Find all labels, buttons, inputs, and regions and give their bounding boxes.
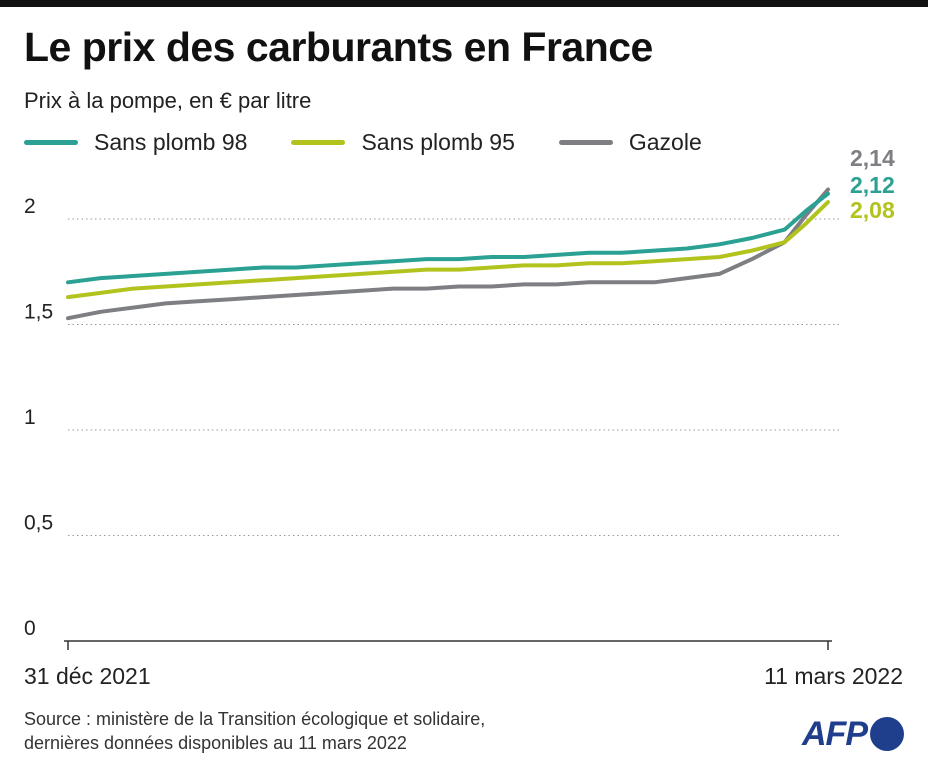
y-tick-label: 1,5 <box>24 301 53 324</box>
afp-logo-text: AFP <box>802 714 868 753</box>
legend-label-gazole: Gazole <box>628 128 702 155</box>
series-line-sp95 <box>66 200 830 300</box>
legend-item-gazole: Gazole <box>558 128 702 156</box>
afp-logo: AFP <box>802 713 904 755</box>
y-tick-label: 2 <box>24 195 36 218</box>
legend-swatch-gazole <box>558 139 613 145</box>
y-tick-label: 1 <box>24 406 36 429</box>
series-line-gazole <box>66 187 830 321</box>
end-value-label-sp98: 2,12 <box>850 172 895 198</box>
x-tick-label-start: 31 déc 2021 <box>24 663 151 689</box>
x-tick-label-end: 11 mars 2022 <box>764 663 903 689</box>
line-chart: 0 0,5 1 1,5 2 31 déc 2021 11 mars 2022 2,122,08… <box>24 145 903 689</box>
chart-title: Le prix des carburants en France <box>24 24 653 70</box>
source-line-1: Source : ministère de la Transition écol… <box>24 709 486 729</box>
legend-item-sp95: Sans plomb 95 <box>291 128 515 156</box>
afp-logo-dot <box>870 717 904 751</box>
legend-item-sp98: Sans plomb 98 <box>24 129 247 156</box>
source-note: Source : ministère de la Transition écol… <box>24 707 485 755</box>
legend-swatch-sp98 <box>24 139 78 145</box>
end-value-label-sp95: 2,08 <box>850 197 895 223</box>
series-line-sp98 <box>66 191 830 285</box>
y-tick-label: 0 <box>24 617 36 640</box>
legend-label-sp95: Sans plomb 95 <box>361 128 515 155</box>
end-value-label-gazole: 2,14 <box>850 145 895 171</box>
legend-swatch-sp95 <box>291 139 346 145</box>
y-tick-label: 0,5 <box>24 512 53 535</box>
chart-subtitle: Prix à la pompe, en € par litre <box>24 88 312 113</box>
chart-legend: Sans plomb 98 Sans plomb 95 Gazole <box>24 126 746 158</box>
legend-label-sp98: Sans plomb 98 <box>94 128 248 155</box>
top-rule <box>0 0 928 7</box>
source-line-2: dernières données disponibles au 11 mars… <box>24 733 407 753</box>
